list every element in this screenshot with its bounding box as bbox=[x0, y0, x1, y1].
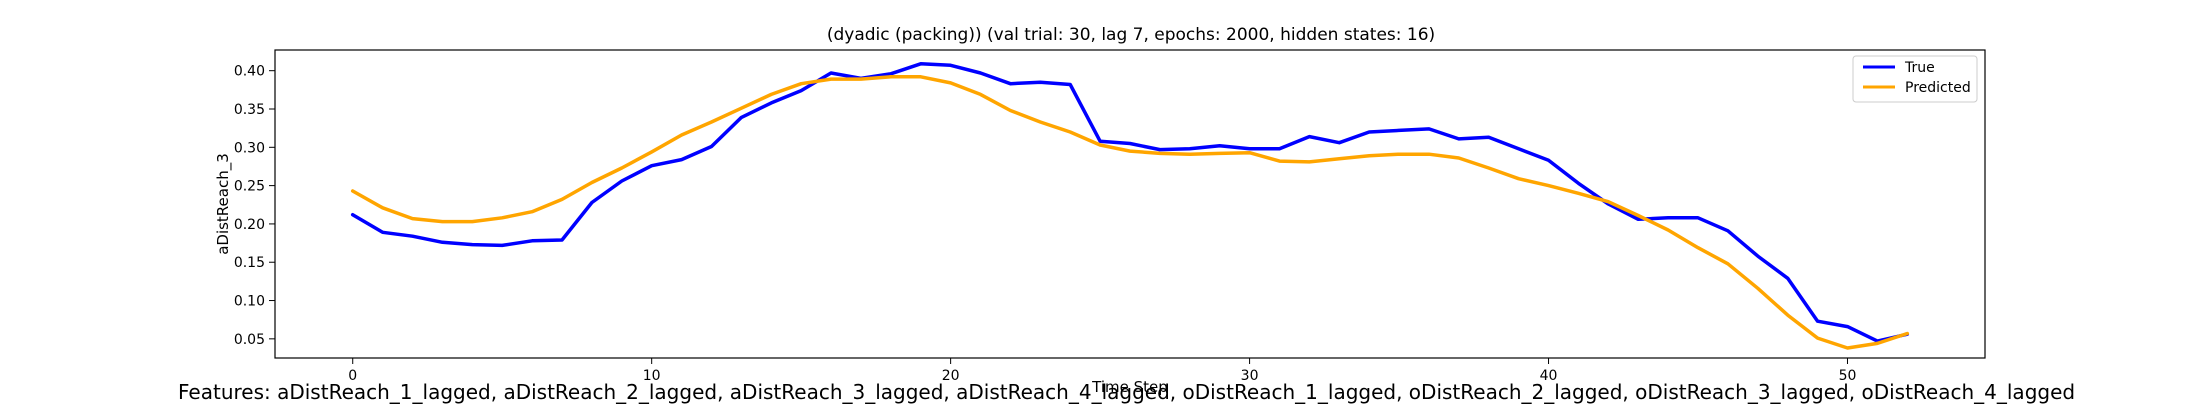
y-axis: 0.05 0.10 0.15 0.20 0.25 0.30 0.35 0.40 bbox=[234, 64, 275, 348]
x-axis-label: Time Step bbox=[1091, 378, 1168, 396]
y-tick-label: 0.35 bbox=[234, 102, 265, 118]
x-axis: 0 10 20 30 40 50 bbox=[348, 358, 1856, 384]
legend: True Predicted bbox=[1852, 55, 1978, 103]
series-line-true bbox=[350, 62, 1910, 343]
y-tick-label: 0.05 bbox=[234, 332, 265, 348]
x-tick-label: 40 bbox=[1540, 368, 1558, 384]
x-tick-label: 30 bbox=[1241, 368, 1259, 384]
y-tick-label: 0.15 bbox=[234, 255, 265, 271]
x-tick-label: 0 bbox=[348, 368, 357, 384]
y-axis-label: aDistReach_3 bbox=[214, 153, 233, 255]
features-caption: Features: aDistReach_1_lagged, aDistReac… bbox=[178, 380, 2076, 404]
y-tick-label: 0.10 bbox=[234, 294, 265, 310]
chart-title: (dyadic (packing)) (val trial: 30, lag 7… bbox=[827, 25, 1435, 45]
plot-area bbox=[274, 49, 1986, 359]
y-tick-label: 0.20 bbox=[234, 217, 265, 233]
legend-label-true: True bbox=[1904, 60, 1935, 76]
x-tick-label: 20 bbox=[942, 368, 960, 384]
y-tick-label: 0.40 bbox=[234, 64, 265, 80]
legend-label-predicted: Predicted bbox=[1905, 80, 1971, 96]
y-tick-label: 0.25 bbox=[234, 179, 265, 195]
series-layer bbox=[350, 62, 1910, 350]
x-tick-label: 10 bbox=[643, 368, 661, 384]
series-line-predicted bbox=[350, 75, 1910, 350]
x-tick-label: 50 bbox=[1839, 368, 1857, 384]
plot-frame bbox=[274, 49, 1986, 359]
y-tick-label: 0.30 bbox=[234, 140, 265, 156]
